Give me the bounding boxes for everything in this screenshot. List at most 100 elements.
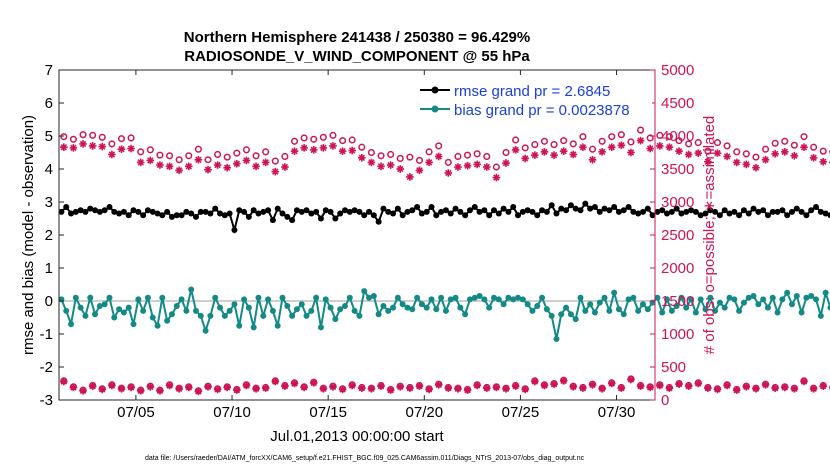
rmse-point <box>341 207 348 214</box>
obs-assimilated-rmse-level-marker-stroke <box>348 382 356 389</box>
obs-assimilated-marker-stroke <box>99 143 106 150</box>
obs-possible-marker <box>214 150 222 159</box>
rmse-point <box>726 210 733 217</box>
rmse-point <box>370 212 377 219</box>
obs-assimilated-marker <box>636 136 645 145</box>
obs-assimilated-rmse-level-marker-stroke <box>368 385 375 393</box>
obs-possible-marker <box>204 156 212 164</box>
obs-possible-marker <box>262 148 270 156</box>
rmse-point <box>226 210 233 217</box>
obs-assimilated-marker-stroke <box>272 168 279 175</box>
obs-assimilated-rmse-level-marker <box>300 383 308 392</box>
rmse-point <box>346 208 353 215</box>
rmse-point <box>486 212 493 219</box>
obs-assimilated-rmse-level-marker-stroke <box>252 385 260 393</box>
obs-assimilated-marker-stroke <box>425 159 433 166</box>
obs-assimilated-rmse-level-marker <box>136 386 145 395</box>
obs-assimilated-marker-stroke <box>320 144 327 152</box>
bias-point <box>418 301 425 308</box>
obs-assimilated-marker-stroke <box>406 173 414 181</box>
rmse-point <box>750 205 757 212</box>
bias-point <box>164 317 171 324</box>
obs-assimilated-marker-stroke <box>541 148 548 156</box>
legend-bias-marker <box>431 105 439 113</box>
rmse-point <box>630 208 637 215</box>
obs-assimilated-rmse-level-marker <box>79 386 87 395</box>
obs-assimilated-marker-stroke <box>108 151 116 158</box>
obs-assimilated-rmse-level-marker-stroke <box>185 384 192 391</box>
obs-assimilated-marker <box>233 159 241 168</box>
obs-assimilated-marker <box>396 165 405 173</box>
obs-assimilated-rmse-level-marker-stroke <box>224 384 231 391</box>
obs-assimilated-rmse-level-marker-stroke <box>646 384 654 391</box>
obs-assimilated-marker-stroke <box>195 156 202 163</box>
rmse-point <box>106 203 113 210</box>
obs-possible-marker <box>810 143 818 151</box>
bias-point <box>755 301 762 308</box>
obs-assimilated-rmse-level-marker <box>242 381 251 390</box>
obs-assimilated-marker-stroke <box>397 165 404 173</box>
obs-assimilated-marker-stroke <box>473 161 481 168</box>
obs-assimilated-marker <box>165 162 174 171</box>
obs-assimilated-marker <box>281 163 289 171</box>
obs-assimilated-marker <box>723 152 731 161</box>
bias-point <box>442 307 449 314</box>
obs-assimilated-rmse-level-marker <box>406 384 414 392</box>
rmse-point <box>587 205 594 212</box>
obs-assimilated-rmse-level-marker-stroke <box>435 381 442 389</box>
bias-point <box>692 309 699 316</box>
bias-point <box>716 299 723 306</box>
rmse-point <box>500 205 507 212</box>
rmse-point <box>173 212 180 219</box>
obs-assimilated-rmse-level-marker <box>627 375 635 384</box>
left-y-axis-label: rmse and bias (model - observation) <box>20 115 37 355</box>
obs-assimilated-rmse-level-marker-stroke <box>589 381 596 389</box>
obs-possible-marker <box>396 154 404 162</box>
bias-point <box>587 301 594 308</box>
bias-point <box>135 296 142 303</box>
obs-assimilated-rmse-level-marker-stroke <box>743 383 750 391</box>
left-y-axis: -3 -2 -1 0 1 2 3 4 5 6 7 <box>40 62 64 409</box>
rmse-point <box>659 207 666 214</box>
plot-background <box>59 70 655 400</box>
rmse-point <box>366 208 373 215</box>
bias-point <box>154 322 161 329</box>
bias-point <box>784 289 791 296</box>
obs-possible-marker <box>137 148 145 156</box>
rmse-point <box>539 207 546 214</box>
rmse-point <box>399 212 406 219</box>
bias-point <box>87 294 94 301</box>
bias-point <box>284 302 291 309</box>
rmse-point <box>279 210 286 217</box>
obs-possible-marker <box>742 150 750 158</box>
rmse-point <box>476 208 483 215</box>
bias-point <box>125 304 132 311</box>
obs-possible-marker <box>790 141 798 149</box>
obs-assimilated-rmse-level-marker <box>358 384 366 392</box>
bias-point <box>567 311 574 318</box>
bias-point <box>404 304 411 311</box>
bias-point <box>721 304 728 311</box>
right-tick-label: 4500 <box>661 95 694 112</box>
x-tick-label: 07/15 <box>309 404 347 421</box>
obs-assimilated-marker <box>309 146 318 154</box>
rmse-point <box>116 210 123 217</box>
obs-assimilated-rmse-level-marker-stroke <box>406 384 414 392</box>
obs-assimilated-marker-stroke <box>781 148 788 156</box>
rmse-point <box>596 208 603 215</box>
rmse-point <box>697 212 704 219</box>
bias-point <box>149 314 156 321</box>
bias-point <box>606 307 613 314</box>
obs-assimilated-rmse-level-marker <box>329 383 337 391</box>
rmse-point <box>144 207 151 214</box>
rmse-point <box>164 208 171 215</box>
bias-point <box>423 304 430 311</box>
obs-assimilated-rmse-level-marker-stroke <box>810 385 817 393</box>
obs-possible-marker <box>579 133 587 141</box>
bias-point <box>337 306 344 313</box>
bias-point <box>505 294 512 301</box>
obs-assimilated-marker-stroke <box>608 143 615 151</box>
obs-assimilated-marker-stroke <box>483 163 490 171</box>
bias-point <box>745 294 752 301</box>
obs-assimilated-marker-stroke <box>252 163 260 170</box>
